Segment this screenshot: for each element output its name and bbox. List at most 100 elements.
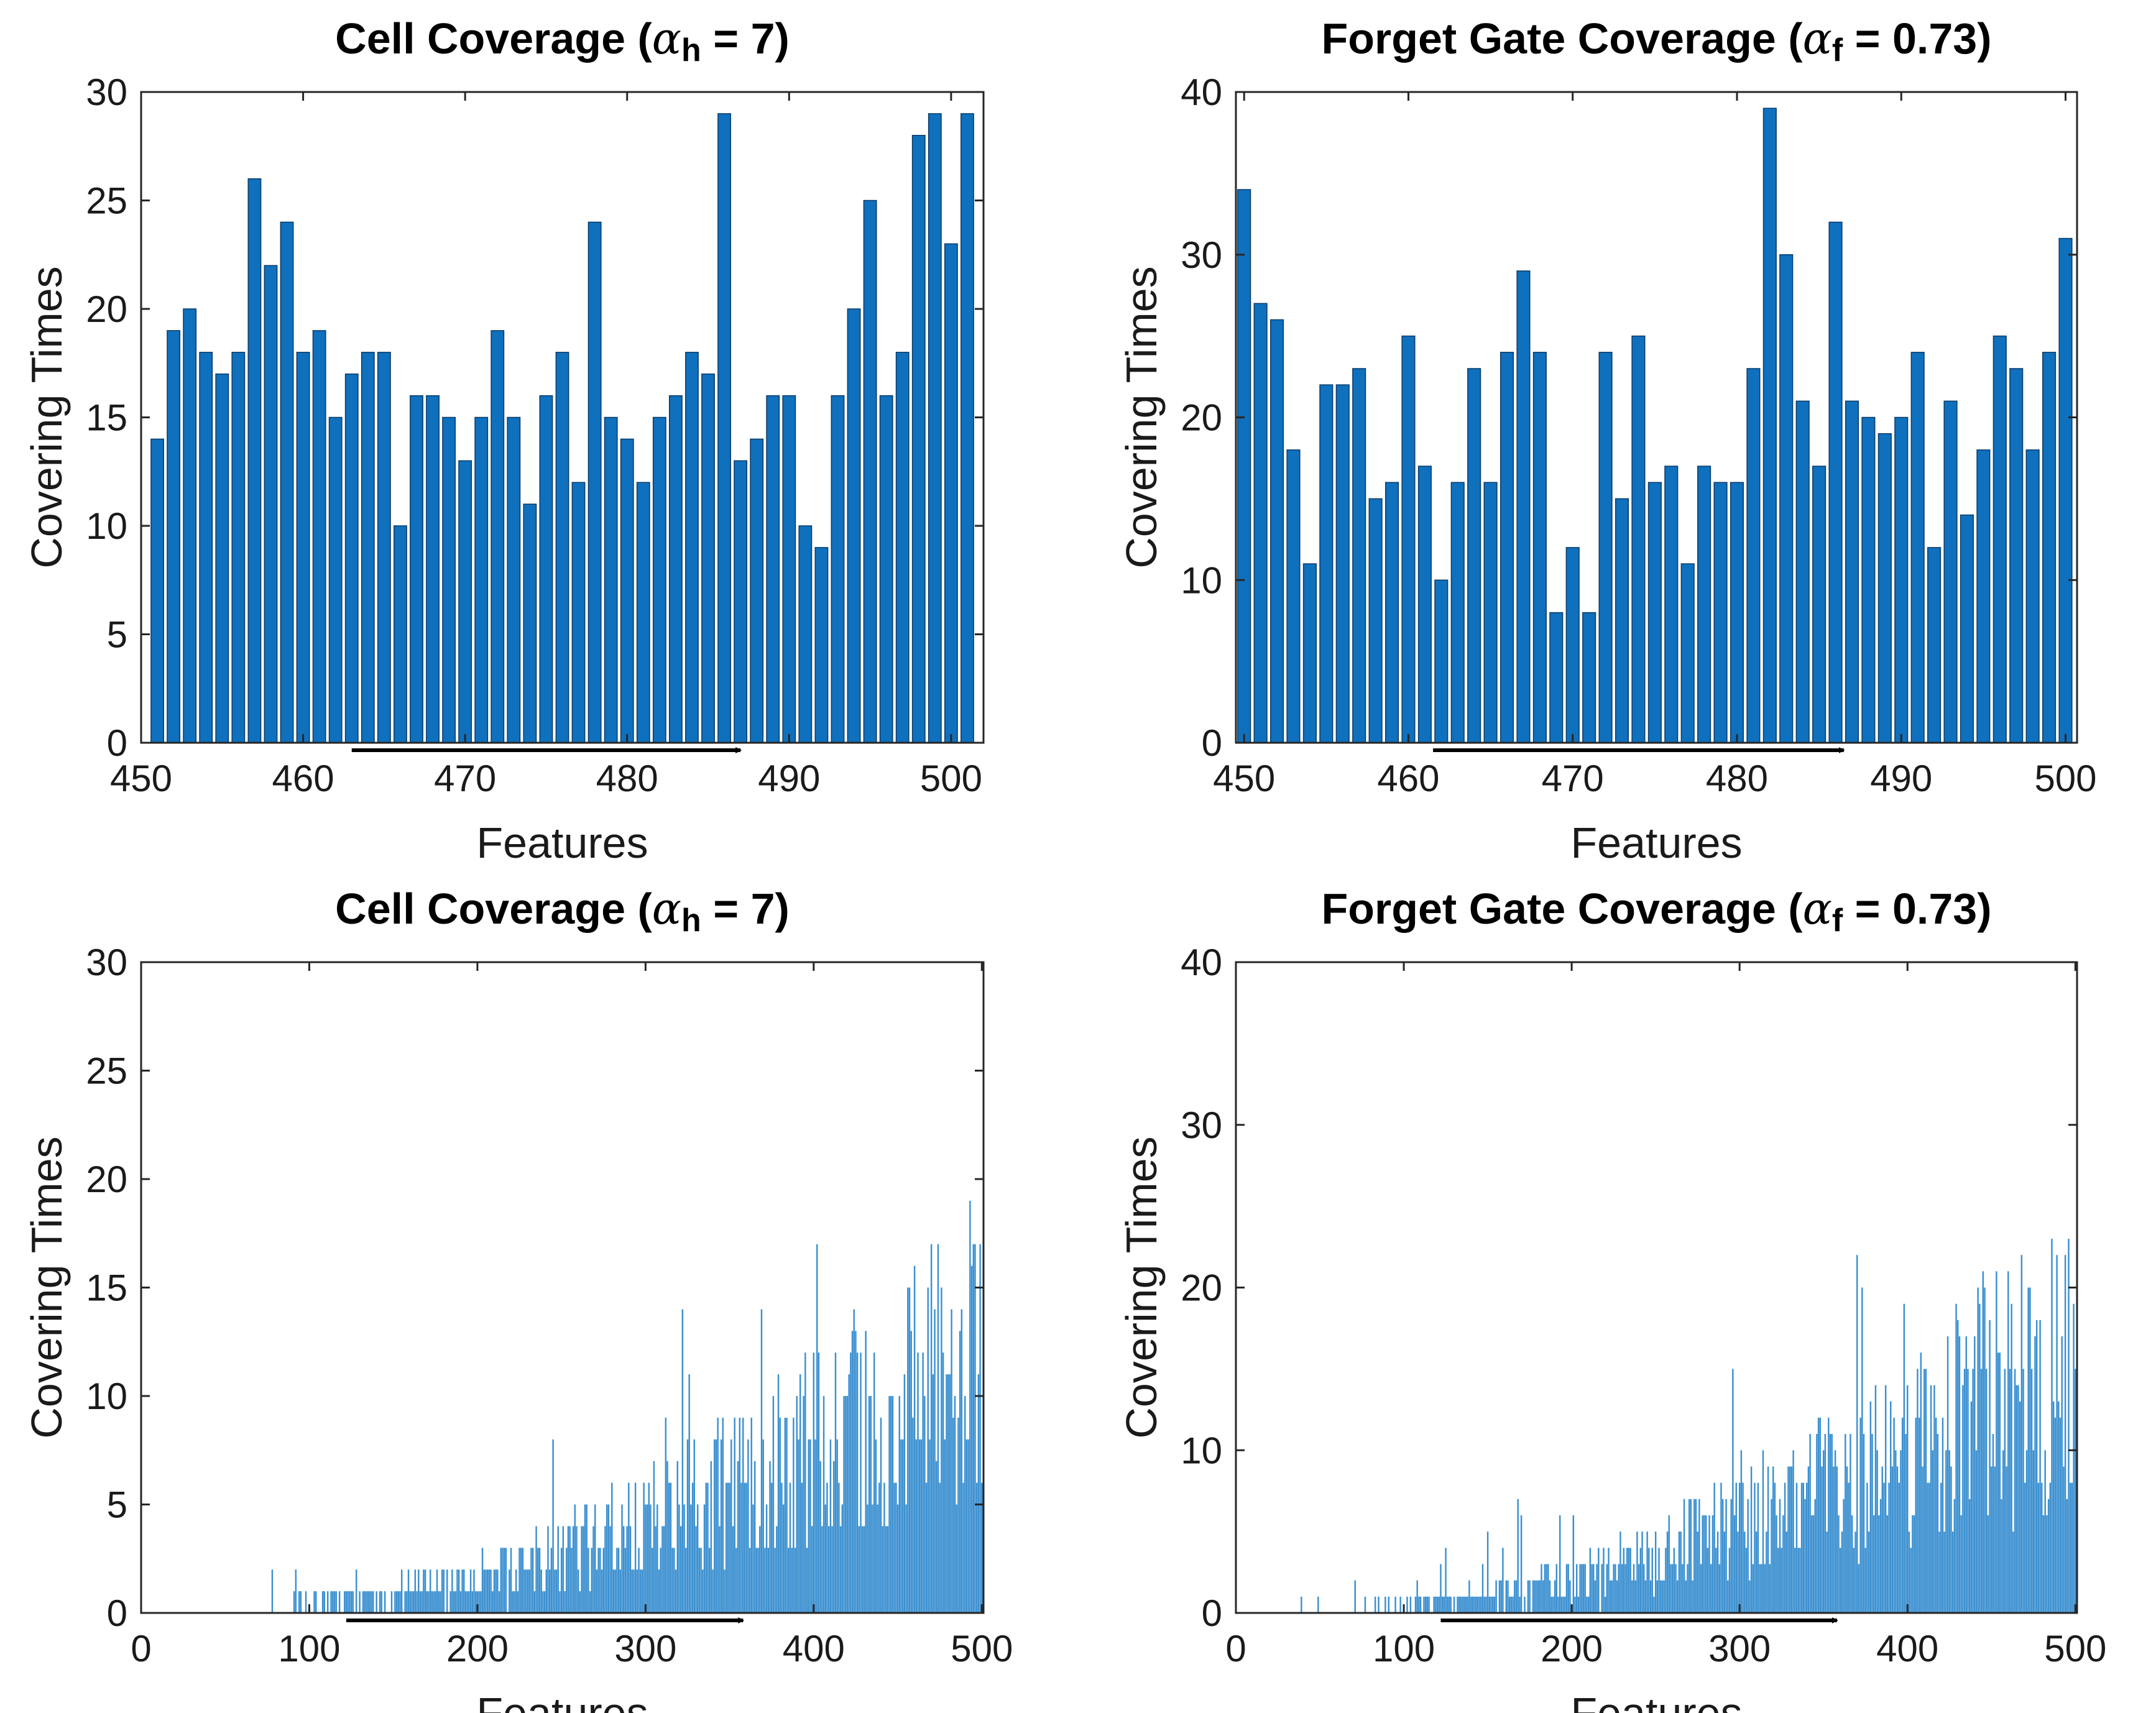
y-tick-label: 25 <box>86 1050 127 1092</box>
bar <box>1498 1580 1501 1613</box>
bar <box>1335 384 1350 743</box>
bar <box>1943 1532 1945 1614</box>
bar <box>789 1482 791 1613</box>
bar <box>782 395 796 743</box>
bar <box>1910 352 1925 743</box>
bar <box>1666 1532 1669 1614</box>
bar <box>1992 1434 1994 1613</box>
bar <box>555 352 569 743</box>
bar <box>1888 1482 1890 1613</box>
bar <box>818 1352 820 1613</box>
bar <box>862 1526 864 1613</box>
y-tick-label: 0 <box>1202 722 1222 764</box>
bar <box>1703 1515 1705 1613</box>
y-tick-label: 5 <box>107 1484 127 1526</box>
bar <box>528 1569 530 1613</box>
bar <box>720 1439 722 1613</box>
bar <box>523 1569 525 1613</box>
bar <box>853 1309 855 1613</box>
bar <box>1658 1548 1660 1613</box>
bar <box>845 1396 847 1613</box>
bar <box>1776 1515 1777 1613</box>
bar <box>1900 1450 1902 1613</box>
bar <box>665 1417 667 1613</box>
bar <box>2024 1482 2026 1613</box>
bar <box>2073 1303 2075 1613</box>
bar <box>1589 1548 1592 1613</box>
bar <box>860 1352 862 1613</box>
bar <box>538 1548 541 1613</box>
bar <box>1945 1450 1947 1613</box>
bar <box>893 1482 895 1613</box>
bar <box>975 1482 978 1613</box>
bar <box>379 1591 381 1613</box>
bar <box>1537 1580 1539 1613</box>
bar <box>896 1504 899 1613</box>
bar <box>436 1569 438 1613</box>
bar <box>557 1526 559 1613</box>
bar <box>2042 352 2057 743</box>
bar <box>2058 1401 2060 1613</box>
bar <box>1989 1320 1991 1613</box>
bar <box>464 1591 467 1613</box>
bar <box>1836 1466 1838 1613</box>
bar <box>851 1331 854 1613</box>
bar <box>863 1526 865 1613</box>
bar <box>545 1569 548 1613</box>
bar <box>1536 1580 1537 1613</box>
ticks: 0 100 200 300 400 500 0 10 20 30 40 <box>1181 942 2106 1669</box>
bar <box>1718 1564 1720 1613</box>
bar <box>2015 1385 2017 1613</box>
bar <box>1557 1596 1559 1613</box>
bar <box>1618 1564 1619 1613</box>
bar <box>697 1504 699 1613</box>
bar <box>271 1569 274 1613</box>
bar <box>1723 1532 1726 1614</box>
bar <box>1871 1434 1873 1613</box>
bar <box>1582 612 1596 743</box>
bar <box>979 1244 981 1613</box>
bar <box>626 1526 628 1613</box>
bar <box>453 1591 455 1613</box>
bar <box>394 525 407 743</box>
bar <box>774 1548 776 1613</box>
bar <box>858 1526 860 1613</box>
x-tick-label: 500 <box>951 1628 1013 1669</box>
bar <box>587 1548 589 1613</box>
bar <box>1999 1352 2001 1613</box>
bar <box>583 1526 584 1613</box>
bar <box>1700 1564 1702 1613</box>
bar <box>1974 1336 1976 1613</box>
bar <box>509 1569 510 1613</box>
x-tick-label: 500 <box>920 758 982 799</box>
bar <box>1840 1548 1841 1613</box>
bar <box>549 1569 551 1613</box>
bar <box>2025 1450 2028 1613</box>
bar <box>2011 1303 2012 1613</box>
bar <box>1683 1499 1685 1613</box>
bar <box>1476 1596 1479 1613</box>
bar <box>850 1352 852 1613</box>
bar <box>1582 1564 1585 1613</box>
bar <box>2007 1271 2009 1613</box>
bar <box>796 1396 798 1613</box>
bar <box>441 1569 443 1613</box>
bar <box>372 1591 374 1613</box>
bar <box>868 1396 870 1613</box>
bar <box>1467 368 1481 743</box>
bar <box>614 1569 616 1613</box>
bar <box>2037 1482 2040 1613</box>
bar <box>400 1569 403 1613</box>
bar <box>847 308 861 743</box>
bar <box>1424 1596 1427 1613</box>
bar <box>895 1482 897 1613</box>
bar <box>330 1591 332 1613</box>
bar <box>446 1569 448 1613</box>
bar <box>1841 1532 1843 1614</box>
bar <box>1631 335 1646 743</box>
bar <box>1730 1499 1732 1613</box>
bar <box>426 1591 428 1613</box>
chart-title-suffix: = 7) <box>701 884 790 933</box>
bar <box>1799 1548 1801 1613</box>
x-tick-label: 400 <box>1876 1628 1938 1669</box>
